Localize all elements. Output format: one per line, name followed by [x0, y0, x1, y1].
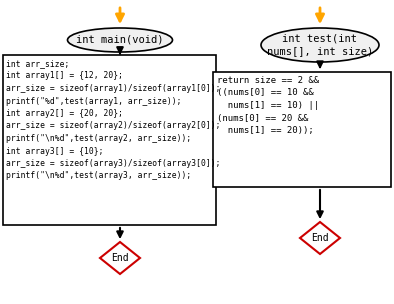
Text: End: End: [311, 233, 329, 243]
Text: End: End: [111, 253, 129, 263]
Ellipse shape: [261, 28, 379, 62]
FancyBboxPatch shape: [3, 55, 216, 225]
Polygon shape: [300, 222, 340, 254]
Text: int main(void): int main(void): [76, 35, 164, 45]
Polygon shape: [100, 242, 140, 274]
Ellipse shape: [67, 28, 173, 52]
Text: return size == 2 &&
((nums[0] == 10 &&
  nums[1] == 10) ||
(nums[0] == 20 &&
  n: return size == 2 && ((nums[0] == 10 && n…: [217, 76, 319, 135]
Text: int arr_size;
int array1[] = {12, 20};
arr_size = sizeof(array1)/sizeof(array1[0: int arr_size; int array1[] = {12, 20}; a…: [6, 59, 221, 181]
FancyBboxPatch shape: [213, 72, 391, 187]
Text: int test(int
nums[], int size): int test(int nums[], int size): [267, 34, 373, 56]
